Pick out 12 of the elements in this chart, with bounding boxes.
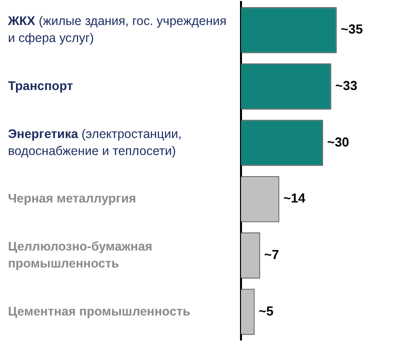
y-tick-label: Цементная промышленность xyxy=(8,304,191,318)
y-tick-label: Энергетика (электростанции, водоснабжение и теплосети) xyxy=(8,126,182,158)
category-label: ЖКХ (жилые здания, гос. учреждения и сфера услуг) xyxy=(8,14,226,46)
y-tick-label: Черная металлургия xyxy=(8,192,136,206)
y-tick-label: Транспорт xyxy=(8,78,74,93)
y-tick-label: Целлюлозно-бумажная промышленность xyxy=(8,239,152,270)
data-label: ~35 xyxy=(340,22,363,37)
data-label: ~14 xyxy=(283,190,306,206)
data-label: ~5 xyxy=(258,303,274,318)
data-label: ~7 xyxy=(264,247,279,262)
data-label: ~33 xyxy=(335,78,358,94)
data-label: ~30 xyxy=(327,134,350,150)
